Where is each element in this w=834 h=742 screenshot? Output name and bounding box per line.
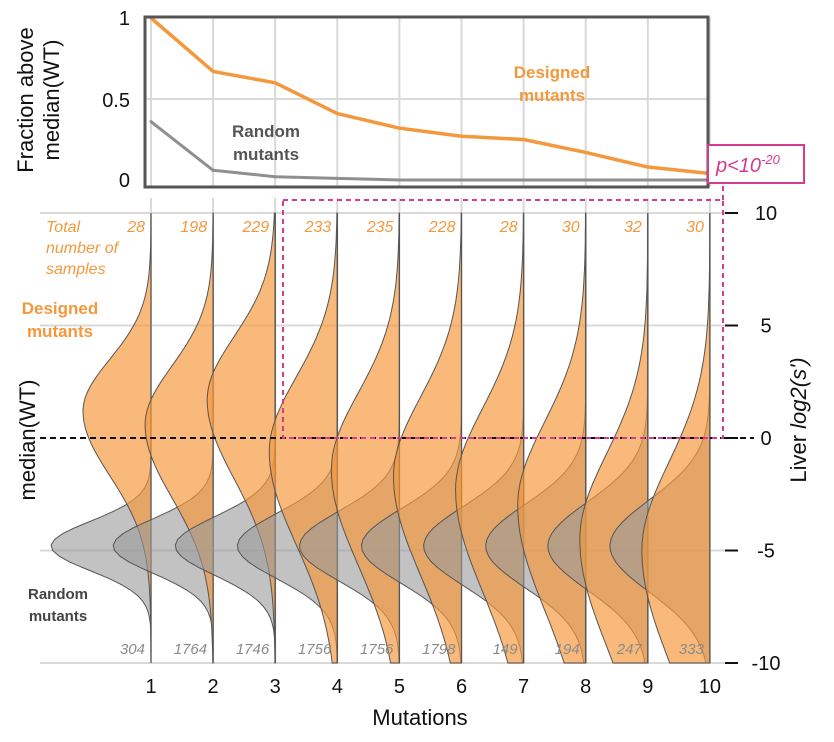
- bottom-xtick-7: 7: [518, 676, 529, 698]
- pvalue-base: p<10: [715, 155, 761, 177]
- random-count-1: 304: [120, 641, 145, 658]
- top-point-random-8: [584, 178, 588, 182]
- random-count-9: 247: [616, 641, 643, 658]
- top-random-label-line2: mutants: [233, 145, 299, 164]
- top-plot-frame: [143, 15, 710, 189]
- violin-designed-10: [641, 212, 711, 664]
- median-wt-label: median(WT): [15, 379, 40, 500]
- bottom-xtick-8: 8: [580, 676, 591, 698]
- violin-designed-2: [144, 212, 214, 664]
- bottom-xtick-9: 9: [642, 676, 653, 698]
- random-count-10: 333: [679, 641, 705, 658]
- bottom-designed-label-line2: mutants: [27, 322, 93, 341]
- random-count-7: 149: [493, 641, 519, 658]
- top-ytick-1: 1: [119, 8, 130, 30]
- top-ylabel: Fraction abovemedian(WT): [13, 27, 64, 173]
- top-point-designed-3: [273, 81, 277, 85]
- bottom-random-label-line1: Random: [28, 586, 88, 603]
- top-ylabel-line-2: median(WT): [39, 39, 64, 160]
- bottom-xtick-2: 2: [208, 676, 219, 698]
- random-count-6: 1798: [422, 641, 456, 658]
- bottom-xtick-6: 6: [456, 676, 467, 698]
- top-point-random-1: [149, 120, 153, 124]
- bottom-xlabel: Mutations: [372, 705, 467, 730]
- bottom-ylabel-text: Liver log2(s'): [786, 357, 811, 482]
- top-point-designed-2: [211, 69, 215, 73]
- bottom-ytick-5: 5: [760, 316, 771, 338]
- top-point-random-3: [273, 175, 277, 179]
- random-count-5: 1756: [360, 641, 394, 658]
- bottom-random-label-line2: mutants: [29, 608, 87, 625]
- pvalue-exponent: -20: [761, 152, 781, 167]
- bottom-ytick-10: 10: [755, 203, 777, 225]
- median-wt-label-text: median(WT): [15, 379, 40, 500]
- designed-count-3: 229: [241, 219, 269, 236]
- top-ytick-0: 0: [119, 170, 130, 192]
- top-line-chart: 1 0.5 0 Fraction abovemedian(WT) Designe…: [13, 8, 712, 192]
- top-designed-label-line2: mutants: [519, 86, 585, 105]
- designed-count-5: 235: [366, 219, 394, 236]
- violin-designed-1: [82, 212, 152, 663]
- top-designed-label-line1: Designed: [514, 63, 591, 82]
- designed-count-10: 30: [686, 219, 704, 236]
- designed-count-6: 228: [428, 219, 456, 236]
- bottom-designed-label-line1: Designed: [22, 299, 99, 318]
- ylabel-italic: log2(s'): [786, 357, 811, 428]
- bottom-yticks: 10 5 0 -5 -10: [725, 203, 780, 675]
- bottom-xtick-5: 5: [394, 676, 405, 698]
- designed-count-1: 28: [126, 219, 145, 236]
- samples-label-line2: number of: [46, 240, 120, 257]
- top-point-designed-7: [522, 138, 526, 141]
- top-series-labels: Designed mutants Random mutants: [232, 63, 590, 164]
- top-point-random-4: [335, 176, 339, 180]
- samples-label-line3: samples: [46, 261, 106, 278]
- top-point-random-6: [460, 178, 463, 182]
- top-point-random-7: [522, 178, 526, 182]
- bottom-xtick-10: 10: [699, 676, 721, 698]
- top-point-random-5: [397, 178, 401, 182]
- top-point-designed-4: [335, 112, 339, 116]
- random-count-4: 1756: [298, 641, 332, 658]
- top-random-label-line1: Random: [232, 122, 300, 141]
- bottom-xtick-4: 4: [332, 676, 343, 698]
- sample-counts: 28 198 229 233 235 228 28 30 32 30 304 1764 1746 1756…: [120, 219, 705, 658]
- designed-count-7: 28: [499, 219, 518, 236]
- bottom-ytick--5: -5: [757, 541, 775, 563]
- bottom-xtick-3: 3: [270, 676, 281, 698]
- bottom-ylabel: Liver log2(s'): [786, 357, 811, 482]
- top-series-line-random: [150, 120, 710, 182]
- top-point-designed-9: [646, 165, 650, 169]
- designed-count-4: 233: [304, 219, 332, 236]
- designed-count-8: 30: [562, 219, 580, 236]
- highlight-box: [282, 199, 724, 439]
- top-point-designed-8: [584, 150, 588, 154]
- top-point-designed-6: [460, 134, 463, 138]
- bottom-ytick-0: 0: [760, 428, 771, 450]
- pvalue-text: p<10-20: [715, 152, 781, 177]
- top-point-random-2: [211, 168, 215, 172]
- samples-label-line1: Total: [46, 219, 81, 236]
- designed-count-9: 32: [624, 219, 642, 236]
- top-point-random-9: [646, 178, 650, 182]
- bottom-xticks: 1 2 3 4 5 6 7 8 9 10: [145, 676, 721, 698]
- designed-count-2: 198: [180, 219, 207, 236]
- random-count-2: 1764: [174, 641, 207, 658]
- bottom-xtick-1: 1: [145, 676, 156, 698]
- random-count-8: 194: [555, 641, 580, 658]
- top-point-designed-5: [397, 126, 401, 130]
- pvalue-annotation: p<10-20: [707, 144, 805, 184]
- top-ylabel-line-1: Fraction above: [13, 27, 38, 173]
- top-ytick-0.5: 0.5: [102, 90, 130, 112]
- random-count-3: 1746: [236, 641, 270, 658]
- top-series-line-designed: [149, 16, 711, 176]
- top-ylabel-text: Fraction abovemedian(WT): [13, 27, 64, 173]
- pvalue-box: [707, 144, 805, 184]
- ylabel-prefix: Liver: [786, 429, 811, 483]
- bottom-ytick--10: -10: [752, 653, 781, 675]
- bottom-labels: Total number of samples Designed mutants Rand…: [22, 219, 120, 625]
